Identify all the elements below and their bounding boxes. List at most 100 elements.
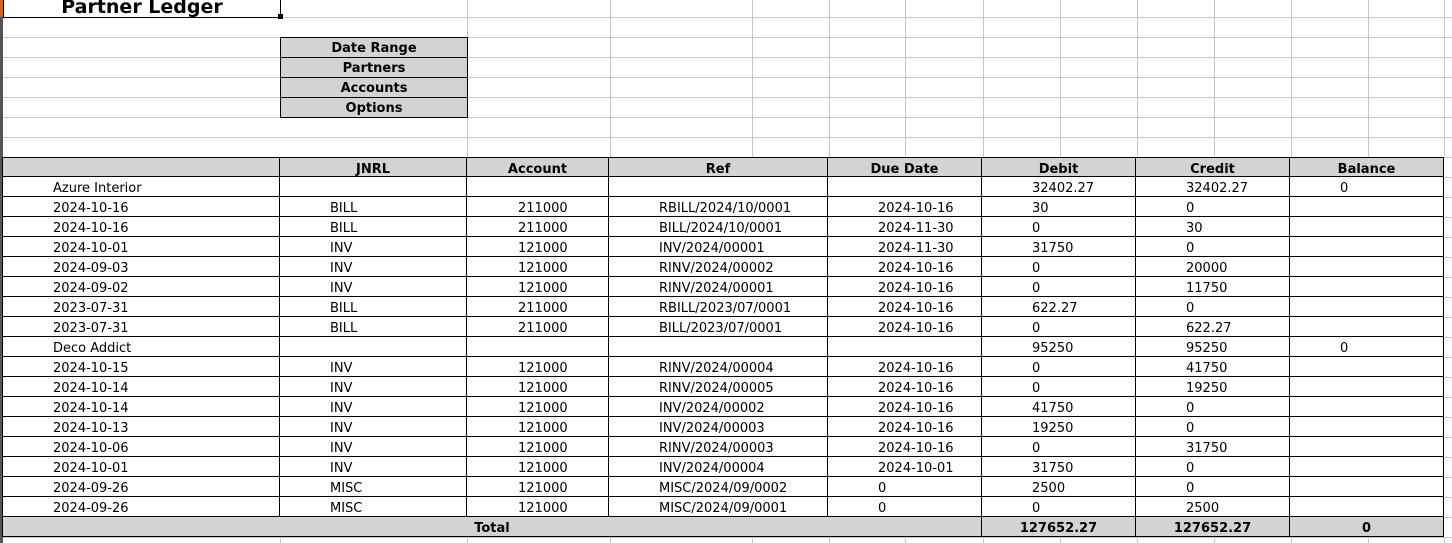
due-date-cell[interactable]: 0 xyxy=(828,497,982,517)
date-cell[interactable]: 2024-09-03 xyxy=(2,257,280,277)
due-date-cell[interactable]: 2024-11-30 xyxy=(828,237,982,257)
credit-cell[interactable]: 31750 xyxy=(1136,437,1290,457)
debit-cell[interactable]: 0 xyxy=(982,277,1136,297)
report-title-cell[interactable]: Partner Ledger xyxy=(3,0,281,18)
debit-cell[interactable]: 622.27 xyxy=(982,297,1136,317)
jnrl-cell[interactable]: INV xyxy=(280,377,467,397)
account-cell[interactable]: 121000 xyxy=(467,497,609,517)
due-date-cell[interactable]: 2024-10-16 xyxy=(828,417,982,437)
jnrl-cell[interactable]: BILL xyxy=(280,317,467,337)
date-cell[interactable]: 2024-10-15 xyxy=(2,357,280,377)
ref-cell[interactable]: RINV/2024/00005 xyxy=(609,377,828,397)
header-blank[interactable] xyxy=(2,157,280,177)
jnrl-cell[interactable]: BILL xyxy=(280,297,467,317)
ref-cell[interactable]: RINV/2024/00002 xyxy=(609,257,828,277)
debit-cell[interactable]: 2500 xyxy=(982,477,1136,497)
header-balance[interactable]: Balance xyxy=(1290,157,1444,177)
credit-cell[interactable]: 0 xyxy=(1136,197,1290,217)
jnrl-cell[interactable]: BILL xyxy=(280,217,467,237)
credit-cell[interactable]: 2500 xyxy=(1136,497,1290,517)
date-cell[interactable]: 2023-07-31 xyxy=(2,317,280,337)
account-cell[interactable]: 211000 xyxy=(467,197,609,217)
ref-cell[interactable]: RINV/2024/00004 xyxy=(609,357,828,377)
date-cell[interactable]: 2024-10-14 xyxy=(2,397,280,417)
date-cell[interactable]: 2024-10-01 xyxy=(2,237,280,257)
ref-cell[interactable]: MISC/2024/09/0002 xyxy=(609,477,828,497)
debit-cell[interactable]: 41750 xyxy=(982,397,1136,417)
balance-cell[interactable] xyxy=(1290,457,1444,477)
credit-cell[interactable]: 0 xyxy=(1136,457,1290,477)
total-credit-cell[interactable]: 127652.27 xyxy=(1136,517,1290,537)
date-cell[interactable]: 2024-10-14 xyxy=(2,377,280,397)
due-date-cell[interactable]: 2024-10-16 xyxy=(828,277,982,297)
empty-cell[interactable] xyxy=(828,337,982,357)
filter-partners[interactable]: Partners xyxy=(280,57,468,78)
due-date-cell[interactable]: 2024-10-16 xyxy=(828,357,982,377)
due-date-cell[interactable]: 0 xyxy=(828,477,982,497)
balance-cell[interactable] xyxy=(1290,257,1444,277)
filter-date-range[interactable]: Date Range xyxy=(280,37,468,58)
balance-cell[interactable] xyxy=(1290,437,1444,457)
partner-balance-cell[interactable]: 0 xyxy=(1290,177,1444,197)
balance-cell[interactable] xyxy=(1290,417,1444,437)
credit-cell[interactable]: 0 xyxy=(1136,417,1290,437)
account-cell[interactable]: 121000 xyxy=(467,257,609,277)
partner-balance-cell[interactable]: 0 xyxy=(1290,337,1444,357)
credit-cell[interactable]: 0 xyxy=(1136,397,1290,417)
balance-cell[interactable] xyxy=(1290,237,1444,257)
jnrl-cell[interactable]: INV xyxy=(280,237,467,257)
ref-cell[interactable]: BILL/2023/07/0001 xyxy=(609,317,828,337)
account-cell[interactable]: 121000 xyxy=(467,357,609,377)
debit-cell[interactable]: 0 xyxy=(982,357,1136,377)
jnrl-cell[interactable]: INV xyxy=(280,357,467,377)
debit-cell[interactable]: 0 xyxy=(982,217,1136,237)
credit-cell[interactable]: 11750 xyxy=(1136,277,1290,297)
date-cell[interactable]: 2024-09-26 xyxy=(2,477,280,497)
credit-cell[interactable]: 19250 xyxy=(1136,377,1290,397)
credit-cell[interactable]: 0 xyxy=(1136,297,1290,317)
date-cell[interactable]: 2024-09-26 xyxy=(2,497,280,517)
ref-cell[interactable]: BILL/2024/10/0001 xyxy=(609,217,828,237)
due-date-cell[interactable]: 2024-10-16 xyxy=(828,397,982,417)
date-cell[interactable]: 2024-10-01 xyxy=(2,457,280,477)
total-balance-cell[interactable]: 0 xyxy=(1290,517,1444,537)
account-cell[interactable]: 211000 xyxy=(467,317,609,337)
account-cell[interactable]: 211000 xyxy=(467,297,609,317)
account-cell[interactable]: 121000 xyxy=(467,477,609,497)
jnrl-cell[interactable]: MISC xyxy=(280,477,467,497)
account-cell[interactable]: 121000 xyxy=(467,417,609,437)
balance-cell[interactable] xyxy=(1290,397,1444,417)
header-ref[interactable]: Ref xyxy=(609,157,828,177)
balance-cell[interactable] xyxy=(1290,277,1444,297)
jnrl-cell[interactable]: INV xyxy=(280,457,467,477)
jnrl-cell[interactable]: BILL xyxy=(280,197,467,217)
due-date-cell[interactable]: 2024-10-16 xyxy=(828,297,982,317)
debit-cell[interactable]: 0 xyxy=(982,317,1136,337)
balance-cell[interactable] xyxy=(1290,197,1444,217)
account-cell[interactable]: 121000 xyxy=(467,377,609,397)
date-cell[interactable]: 2023-07-31 xyxy=(2,297,280,317)
debit-cell[interactable]: 0 xyxy=(982,377,1136,397)
date-cell[interactable]: 2024-10-16 xyxy=(2,197,280,217)
date-cell[interactable]: 2024-10-16 xyxy=(2,217,280,237)
filter-accounts[interactable]: Accounts xyxy=(280,77,468,98)
due-date-cell[interactable]: 2024-11-30 xyxy=(828,217,982,237)
ref-cell[interactable]: INV/2024/00002 xyxy=(609,397,828,417)
credit-cell[interactable]: 20000 xyxy=(1136,257,1290,277)
balance-cell[interactable] xyxy=(1290,297,1444,317)
date-cell[interactable]: 2024-10-06 xyxy=(2,437,280,457)
debit-cell[interactable]: 0 xyxy=(982,257,1136,277)
ref-cell[interactable]: INV/2024/00001 xyxy=(609,237,828,257)
due-date-cell[interactable]: 2024-10-16 xyxy=(828,197,982,217)
due-date-cell[interactable]: 2024-10-16 xyxy=(828,257,982,277)
partner-name-cell[interactable]: Azure Interior xyxy=(2,177,280,197)
credit-cell[interactable]: 30 xyxy=(1136,217,1290,237)
balance-cell[interactable] xyxy=(1290,357,1444,377)
due-date-cell[interactable]: 2024-10-01 xyxy=(828,457,982,477)
header-debit[interactable]: Debit xyxy=(982,157,1136,177)
credit-cell[interactable]: 0 xyxy=(1136,477,1290,497)
partner-debit-cell[interactable]: 32402.27 xyxy=(982,177,1136,197)
header-due-date[interactable]: Due Date xyxy=(828,157,982,177)
ref-cell[interactable]: RINV/2024/00001 xyxy=(609,277,828,297)
empty-cell[interactable] xyxy=(828,177,982,197)
